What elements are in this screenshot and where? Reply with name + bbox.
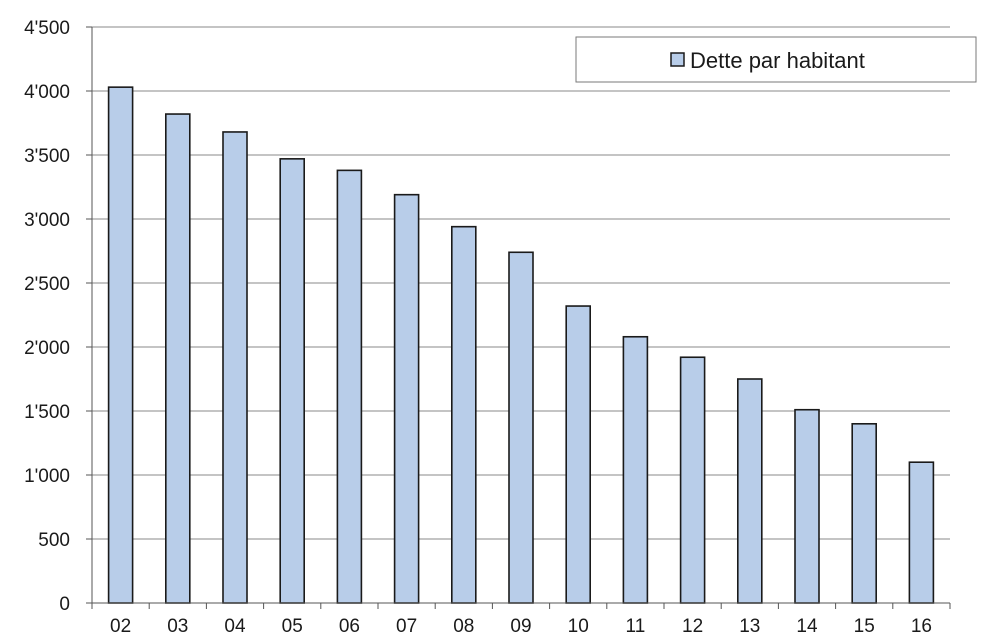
x-tick-label: 15 (854, 616, 875, 637)
x-tick-label: 11 (626, 616, 646, 637)
bar-10 (565, 305, 592, 604)
y-tick-label: 0 (59, 594, 70, 615)
bar-11 (622, 335, 649, 604)
y-tick-label: 3'500 (24, 146, 70, 167)
y-tick-label: 2'500 (24, 274, 70, 295)
bar-08 (450, 225, 477, 604)
bar-15 (851, 422, 878, 604)
x-tick-label: 03 (167, 616, 188, 637)
y-tick-label: 500 (38, 530, 70, 551)
x-axis-tick-labels: 02 03 04 05 06 07 08 09 10 11 12 13 14 15 16 (110, 616, 932, 637)
x-tick-label: 07 (396, 616, 417, 637)
x-tick-label: 06 (339, 616, 360, 637)
y-tick-label: 2'000 (24, 338, 70, 359)
bar-02 (107, 86, 134, 604)
x-tick-label: 13 (739, 616, 760, 637)
y-tick-label: 4'500 (24, 18, 70, 39)
y-axis-tick-labels: 0 500 1'000 1'500 2'000 2'500 3'000 3'500 4'000 4… (24, 18, 70, 615)
legend: Dette par habitant (575, 36, 977, 83)
x-tick-label: 12 (682, 616, 703, 637)
bar-16 (908, 461, 935, 604)
x-tick-label: 05 (282, 616, 303, 637)
legend-label-dette-par-habitant: Dette par habitant (690, 48, 865, 73)
bar-07 (393, 193, 420, 604)
bar-03 (165, 113, 191, 604)
bar-09 (508, 251, 534, 604)
x-tick-label: 09 (510, 616, 531, 637)
y-tick-label: 1'000 (24, 466, 70, 487)
y-tick-label: 3'000 (24, 210, 70, 231)
x-tick-label: 10 (568, 616, 589, 637)
x-tick-label: 02 (110, 616, 131, 637)
bar-04 (222, 131, 248, 604)
legend-box (575, 36, 977, 83)
bar-13 (736, 378, 763, 604)
bar-12 (679, 356, 706, 604)
x-tick-label: 14 (796, 616, 818, 637)
y-tick-label: 1'500 (24, 402, 70, 423)
x-tick-label: 08 (453, 616, 474, 637)
y-tick-label: 4'000 (24, 82, 70, 103)
bars (107, 86, 935, 604)
bar-06 (336, 169, 363, 604)
x-tick-label: 04 (224, 616, 246, 637)
bar-14 (794, 408, 820, 604)
legend-swatch (670, 52, 685, 67)
axes (86, 26, 951, 609)
bar-05 (279, 158, 306, 604)
x-tick-label: 16 (911, 616, 932, 637)
